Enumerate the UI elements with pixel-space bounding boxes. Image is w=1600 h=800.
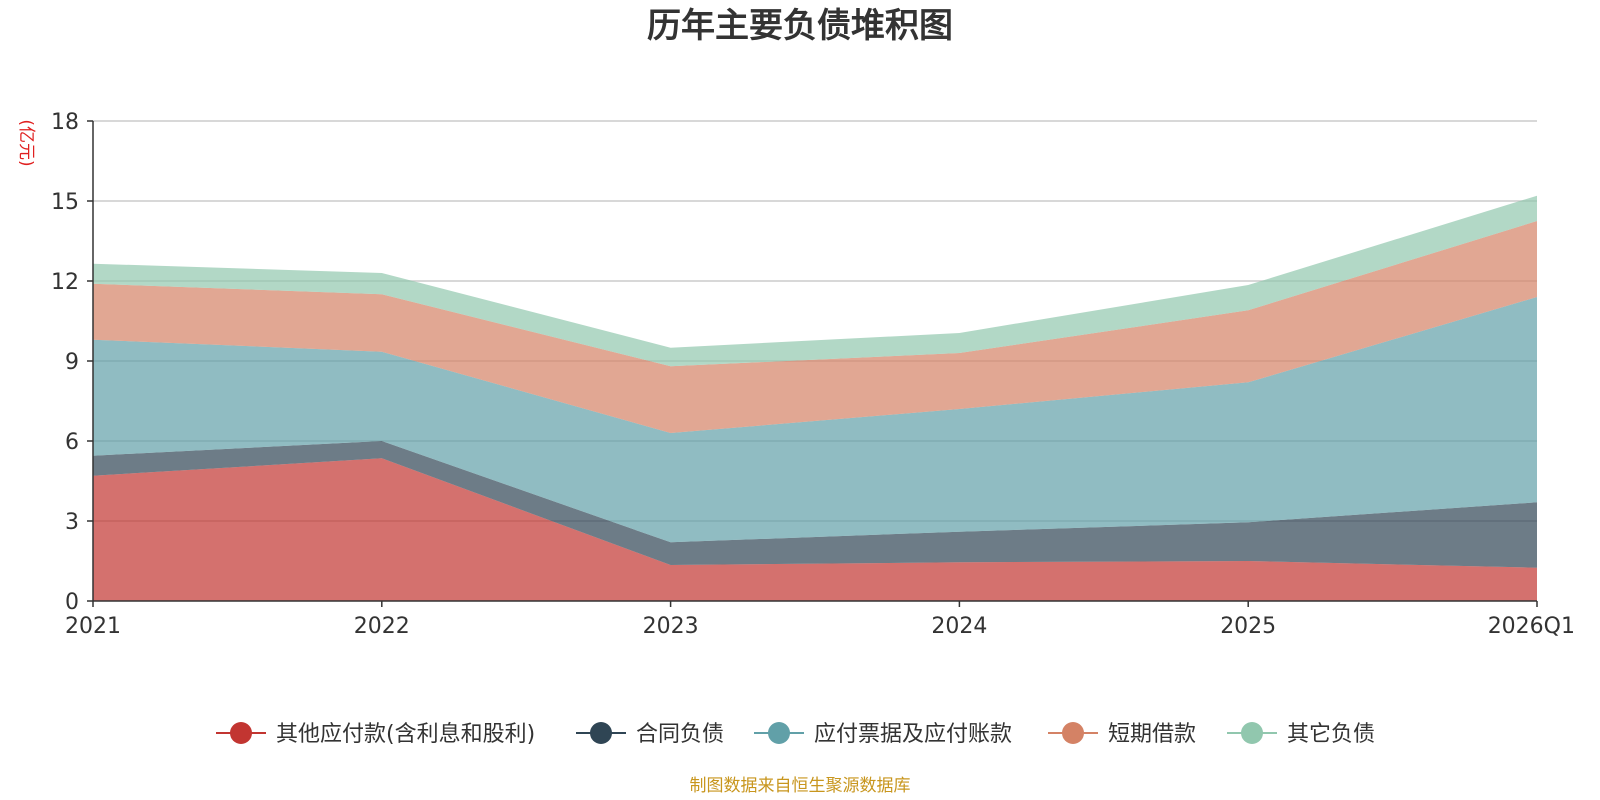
y-tick-label: 12	[51, 270, 79, 295]
legend-marker-icon	[590, 722, 612, 744]
x-tick-label: 2023	[643, 614, 699, 639]
area-series	[93, 195, 1537, 601]
legend-marker-icon	[1062, 722, 1084, 744]
area-短期借款	[93, 221, 1537, 433]
chart-title: 历年主要负债堆积图	[647, 6, 953, 46]
legend-label: 其他应付款(含利息和股利)	[276, 722, 535, 747]
x-tick-label: 2025	[1220, 614, 1276, 639]
y-tick-label: 9	[65, 350, 79, 375]
y-axis-unit-label: (亿元)	[16, 119, 36, 166]
legend-label: 短期借款	[1108, 722, 1196, 747]
y-tick-label: 15	[51, 190, 79, 215]
legend-marker-icon	[1241, 722, 1263, 744]
axes: 0 3 6 9 12 15 18 2021 2022 2023 2024 2025 2026Q1	[51, 110, 1575, 639]
legend: 其他应付款(含利息和股利) 合同负债 应付票据及应付账款 短期借款 其它负债	[216, 722, 1375, 747]
legend-label: 其它负债	[1287, 722, 1375, 747]
legend-marker-icon	[230, 722, 252, 744]
legend-label: 合同负债	[636, 722, 724, 747]
x-tick-label: 2026Q1	[1488, 614, 1575, 639]
x-tick-label: 2024	[931, 614, 987, 639]
area-其他应付款(含利息和股利)	[93, 458, 1537, 601]
data-source-note: 制图数据来自恒生聚源数据库	[690, 776, 911, 796]
area-合同负债	[93, 441, 1537, 568]
legend-item[interactable]: 短期借款	[1048, 722, 1196, 747]
legend-item[interactable]: 其他应付款(含利息和股利)	[216, 722, 535, 747]
area-其它负债	[93, 195, 1537, 367]
y-tick-label: 6	[65, 430, 79, 455]
legend-item[interactable]: 合同负债	[576, 722, 724, 747]
legend-label: 应付票据及应付账款	[814, 722, 1012, 747]
y-tick-label: 3	[65, 510, 79, 535]
y-tick-label: 0	[65, 590, 79, 615]
y-tick-label: 18	[51, 110, 79, 135]
legend-item[interactable]: 应付票据及应付账款	[754, 722, 1012, 747]
area-应付票据及应付账款	[93, 297, 1537, 543]
legend-marker-icon	[768, 722, 790, 744]
x-tick-label: 2022	[354, 614, 410, 639]
legend-item[interactable]: 其它负债	[1227, 722, 1375, 747]
x-tick-label: 2021	[65, 614, 121, 639]
